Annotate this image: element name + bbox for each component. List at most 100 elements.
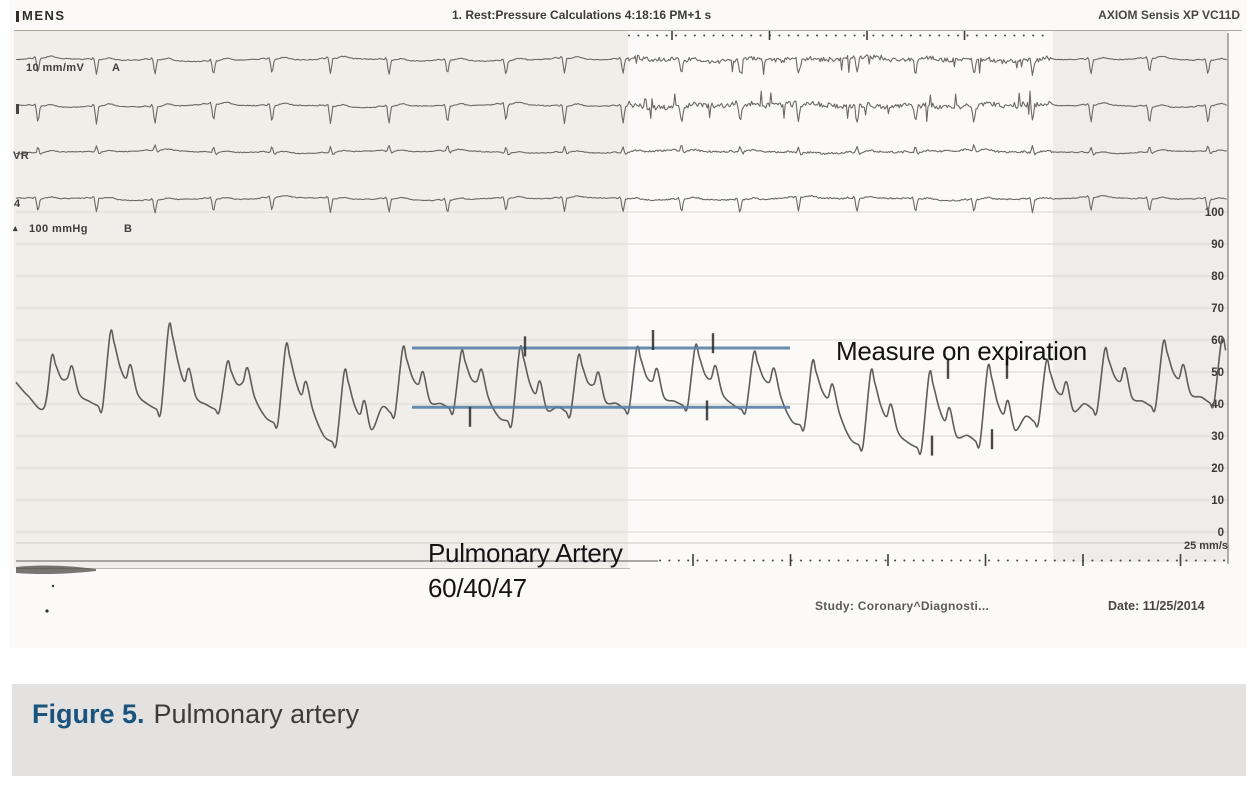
- ruler-dot: [1025, 559, 1028, 562]
- ruler-dot: [712, 34, 715, 37]
- ruler-dot: [931, 559, 934, 562]
- ruler-dot: [750, 34, 753, 37]
- ruler-dot: [677, 559, 680, 562]
- lead-avr-partial-label: VR: [13, 150, 30, 162]
- ecg-lead-v4: [15, 194, 1227, 214]
- scan-shade-left: [14, 31, 628, 568]
- ruler-dot: [1041, 34, 1044, 37]
- ruler-dot: [893, 559, 897, 562]
- ruler-dot: [693, 34, 696, 37]
- ruler-dot: [828, 559, 831, 562]
- ruler-dot: [956, 34, 960, 37]
- ruler-dot: [778, 34, 781, 37]
- ruler-dot: [1138, 559, 1141, 562]
- siemens-brand-partial: MENS: [22, 8, 66, 23]
- ruler-dot: [928, 34, 931, 37]
- pulmonary-artery-annotation: Pulmonary Artery: [428, 538, 623, 568]
- ruler-dot: [743, 559, 746, 562]
- ruler-dot: [884, 559, 887, 562]
- ruler-dot: [1213, 559, 1216, 562]
- axis-tick-label: 80: [1211, 271, 1224, 283]
- ruler-dot: [844, 34, 847, 37]
- ruler-dot: [752, 559, 756, 562]
- ruler-dot: [799, 559, 803, 562]
- study-label: Study: Coronary^Diagnosti...: [815, 599, 990, 613]
- recording-title: 1. Rest:Pressure Calculations 4:18:16 PM…: [452, 8, 712, 22]
- scan-speck: [51, 584, 55, 588]
- ruler-dot: [881, 34, 884, 37]
- ruler-dot: [891, 34, 894, 37]
- lead-v4-partial-label: 4: [14, 198, 21, 210]
- ecg-scale-label: 10 mm/mV: [26, 62, 85, 74]
- ruler-dot: [684, 34, 687, 37]
- ruler-dot: [740, 34, 743, 37]
- pressure-marker-icon: ▴: [13, 223, 18, 233]
- ecg-lead-2: [15, 90, 1227, 125]
- ruler-dot: [809, 559, 812, 562]
- ruler-dot: [703, 34, 706, 37]
- pulmonary-artery-pressure-trace: [15, 322, 1227, 456]
- ruler-dot: [938, 34, 941, 37]
- ruler-dot: [637, 34, 640, 37]
- ruler-dot: [1016, 559, 1019, 562]
- pressure-channel-label: B: [124, 223, 133, 235]
- ruler-dot: [762, 559, 765, 562]
- ruler-dot: [1147, 559, 1150, 562]
- ruler-dot: [1128, 559, 1132, 562]
- ruler-dot: [705, 559, 709, 562]
- ruler-dot: [646, 34, 649, 37]
- ruler-dot: [947, 34, 950, 37]
- ruler-dot: [853, 34, 856, 37]
- ruler-dot: [987, 559, 991, 562]
- siemens-logo-cut-mark: [16, 11, 19, 22]
- axis-tick-label: 20: [1211, 463, 1224, 475]
- ruler-dot: [1119, 559, 1122, 562]
- ruler-dot: [975, 34, 978, 37]
- ruler-dot: [959, 559, 962, 562]
- ruler-dot: [1157, 559, 1160, 562]
- figure-caption: Figure 5. Pulmonary artery: [32, 699, 359, 730]
- ruler-dot: [731, 34, 734, 37]
- ruler-dot: [994, 34, 997, 37]
- ruler-dot: [825, 34, 828, 37]
- ruler-dot: [696, 559, 699, 562]
- ruler-dot: [950, 559, 953, 562]
- axis-tick-label: 70: [1211, 303, 1224, 315]
- ruler-dot: [674, 34, 678, 37]
- ruler-dot: [687, 559, 690, 562]
- ruler-dot: [1166, 559, 1169, 562]
- ruler-dot: [966, 34, 969, 37]
- ruler-dot: [1063, 559, 1066, 562]
- pressure-scale-label: 100 mmHg: [29, 223, 88, 235]
- pressure-values-annotation: 60/40/47: [428, 573, 527, 603]
- ruler-dot: [900, 34, 903, 37]
- ruler-dot: [797, 34, 800, 37]
- axis-tick-label: 90: [1211, 239, 1224, 251]
- ruler-dot: [668, 559, 671, 562]
- ruler-dot: [1185, 559, 1188, 562]
- ruler-dot: [715, 559, 718, 562]
- ruler-dot: [1091, 559, 1094, 562]
- lead-label-cut-mark: [16, 104, 19, 114]
- ruler-dot: [818, 559, 821, 562]
- ruler-dot: [1006, 559, 1009, 562]
- sweep-speed-label: 25 mm/s: [1183, 540, 1228, 552]
- ruler-dot: [985, 34, 988, 37]
- date-label: Date: 11/25/2014: [1108, 599, 1205, 613]
- ecg-channel-label: A: [112, 62, 121, 74]
- ruler-dot: [978, 559, 981, 562]
- ruler-dot: [1013, 34, 1016, 37]
- ruler-dot: [846, 559, 850, 562]
- ruler-dot: [922, 559, 925, 562]
- ruler-dot: [1100, 559, 1103, 562]
- ruler-dot: [806, 34, 809, 37]
- ruler-dot: [875, 559, 878, 562]
- ruler-dot: [815, 34, 819, 37]
- axis-tick-label: 30: [1211, 431, 1224, 443]
- measure-on-expiration-annotation: Measure on expiration: [836, 336, 1087, 366]
- ruler-dot: [1204, 559, 1207, 562]
- axis-tick-label: 100: [1205, 207, 1224, 219]
- ruler-dot: [734, 559, 737, 562]
